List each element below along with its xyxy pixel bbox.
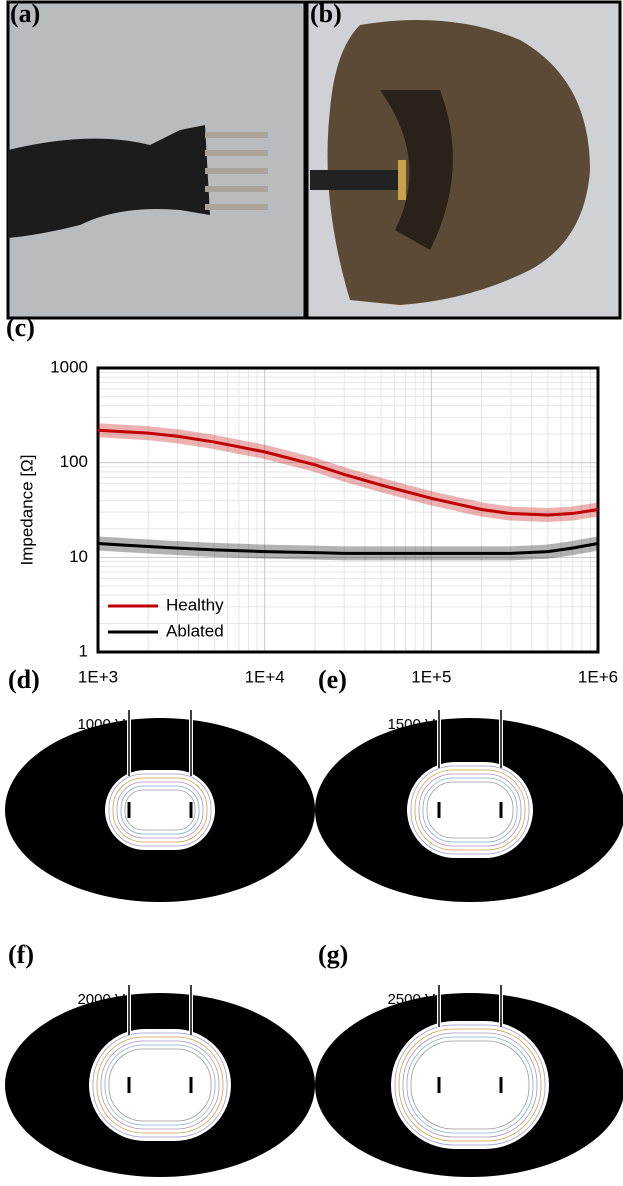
- photo-b: [307, 2, 620, 318]
- voltage-label: 1000 V: [77, 716, 125, 733]
- voltage-label: 2500 V: [387, 991, 435, 1008]
- y-tick-label: 10: [69, 547, 88, 566]
- panel-label: (g): [318, 940, 348, 969]
- legend-label: Healthy: [166, 595, 224, 614]
- y-axis-label: Impedance [Ω]: [17, 455, 36, 566]
- simulation-panel: (f) 2000 V: [5, 940, 315, 1177]
- y-tick-label: 1: [79, 641, 88, 660]
- series-band: [98, 430, 598, 515]
- ablation-zone: [89, 1029, 231, 1141]
- legend-label: Ablated: [166, 621, 224, 640]
- x-tick-label: 1E+3: [78, 667, 118, 686]
- panel-label: (b): [310, 0, 342, 28]
- panel-label: (f): [8, 940, 34, 969]
- x-tick-label: 1E+5: [411, 667, 451, 686]
- voltage-label: 2000 V: [77, 991, 125, 1008]
- photo-a: [8, 2, 305, 318]
- simulation-panel: (e) 1500 V: [315, 665, 623, 902]
- ablation-zone: [391, 1021, 549, 1149]
- simulation-panel: (d) 1000 V: [5, 665, 315, 902]
- y-tick-label: 100: [60, 452, 88, 471]
- voltage-label: 1500 V: [387, 716, 435, 733]
- y-tick-label: 1000: [50, 357, 88, 376]
- panel-label: (a): [10, 0, 40, 28]
- panel-label: (d): [8, 665, 40, 694]
- x-tick-label: 1E+6: [578, 667, 618, 686]
- x-tick-label: 1E+4: [245, 667, 285, 686]
- panel-label: (e): [318, 665, 347, 694]
- simulation-panel: (g) 2500 V: [315, 940, 623, 1177]
- panel-label: (c): [6, 313, 35, 342]
- figure: (a) (b) (c) Impedance [Ω] 1 10 100 1000 1E+3…: [0, 0, 623, 1186]
